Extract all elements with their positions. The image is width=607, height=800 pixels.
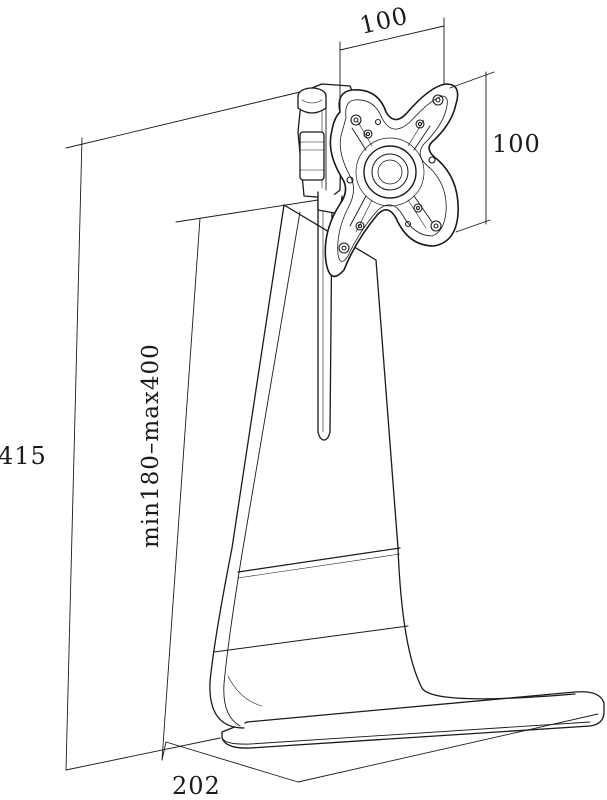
stand-column (209, 204, 576, 729)
label-height-range: min180–max400 (138, 343, 164, 548)
label-vesa-height: 100 (492, 130, 541, 158)
base-plate (221, 691, 605, 749)
dimension-lines (65, 17, 599, 783)
mounting-holes (338, 94, 444, 254)
label-base-depth: 202 (172, 772, 221, 800)
vesa-mount-plate (324, 83, 459, 278)
label-total-height: 415 (0, 442, 47, 470)
cable-channel (317, 197, 333, 441)
label-vesa-width: 100 (357, 2, 411, 40)
